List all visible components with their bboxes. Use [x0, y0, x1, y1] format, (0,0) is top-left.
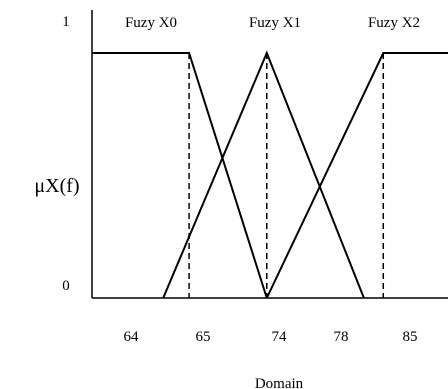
y-axis-label: μX(f)	[34, 175, 79, 197]
series-lines	[92, 50, 448, 299]
x-axis-label: Domain	[255, 376, 304, 389]
series-line	[162, 50, 365, 299]
text-labels: μX(f) Domain 0 1 64 65 74 78 85 Fuzy X0 Fuzy X1 F…	[34, 14, 420, 389]
x-tick-label: 78	[334, 329, 349, 345]
series-line	[92, 52, 268, 299]
axes	[91, 10, 448, 299]
series-name-label: Fuzy X2	[368, 15, 420, 31]
x-tick-label: 64	[124, 329, 140, 345]
y-tick-label-0: 0	[62, 278, 70, 294]
x-tick-label: 74	[272, 329, 288, 345]
dashed-markers	[188, 53, 385, 298]
series-name-label: Fuzy X0	[125, 15, 177, 31]
x-tick-label: 65	[196, 329, 211, 345]
y-tick-label-1: 1	[62, 14, 70, 30]
x-tick-label: 85	[403, 329, 418, 345]
series-name-label: Fuzy X1	[249, 15, 301, 31]
series-line	[265, 52, 448, 299]
